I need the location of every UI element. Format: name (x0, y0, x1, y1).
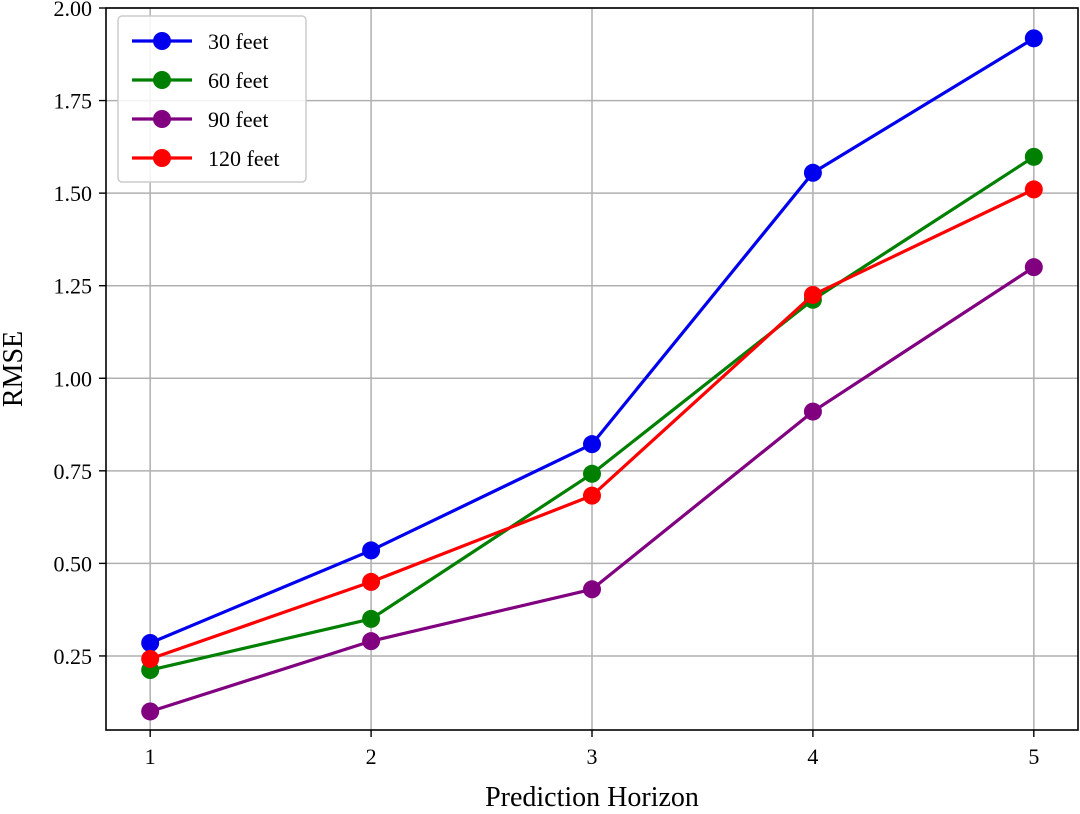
x-tick-label: 5 (1028, 744, 1039, 769)
legend: 30 feet 60 feet 90 feet 120 feet (117, 15, 307, 183)
legend-label: 60 feet (208, 68, 268, 93)
y-tick-label: 1.00 (54, 366, 93, 391)
legend-marker (153, 110, 171, 128)
data-point (803, 402, 822, 421)
data-point (1024, 29, 1043, 48)
legend-marker (153, 71, 171, 89)
y-tick-label: 1.50 (54, 181, 93, 206)
axis-ticks: 1 2 3 4 5 0.25 0.50 0.75 1.00 1.25 1.50 1.75 2.00 (54, 0, 1040, 769)
y-tick-label: 1.25 (54, 274, 93, 299)
data-point (1024, 180, 1043, 199)
data-point (362, 632, 381, 651)
data-point (583, 580, 601, 599)
data-point (141, 633, 160, 652)
series-90-feet (141, 258, 1043, 721)
series-120-feet (141, 180, 1043, 668)
data-point (583, 486, 601, 505)
data-point (803, 285, 822, 304)
legend-marker (153, 149, 171, 167)
series-30-feet (141, 29, 1043, 652)
legend-marker (153, 32, 171, 50)
data-point (583, 435, 601, 454)
y-tick-label: 0.75 (54, 459, 93, 484)
data-point (362, 572, 381, 591)
data-point (803, 163, 822, 182)
x-tick-label: 4 (807, 744, 818, 769)
data-point (1024, 258, 1043, 277)
data-point (141, 649, 160, 668)
data-point (362, 541, 381, 560)
x-tick-label: 2 (366, 744, 377, 769)
data-point (583, 464, 601, 483)
legend-label: 90 feet (208, 107, 268, 132)
x-tick-label: 1 (145, 744, 156, 769)
legend-item: 90 feet (132, 107, 268, 132)
y-tick-label: 1.75 (54, 89, 93, 114)
y-axis-label: RMSE (0, 331, 29, 407)
legend-item: 60 feet (132, 68, 268, 93)
legend-item: 120 feet (132, 146, 279, 171)
legend-box (117, 15, 307, 183)
legend-label: 120 feet (208, 146, 279, 171)
legend-item: 30 feet (132, 29, 268, 54)
y-tick-label: 2.00 (54, 0, 93, 21)
x-axis-label: Prediction Horizon (485, 782, 699, 809)
x-tick-label: 3 (587, 744, 598, 769)
y-tick-label: 0.25 (54, 644, 93, 669)
data-point (1024, 147, 1043, 166)
series-layer (141, 29, 1043, 721)
legend-label: 30 feet (208, 29, 268, 54)
data-point (362, 609, 381, 628)
y-tick-label: 0.50 (54, 551, 93, 576)
data-point (141, 702, 160, 721)
